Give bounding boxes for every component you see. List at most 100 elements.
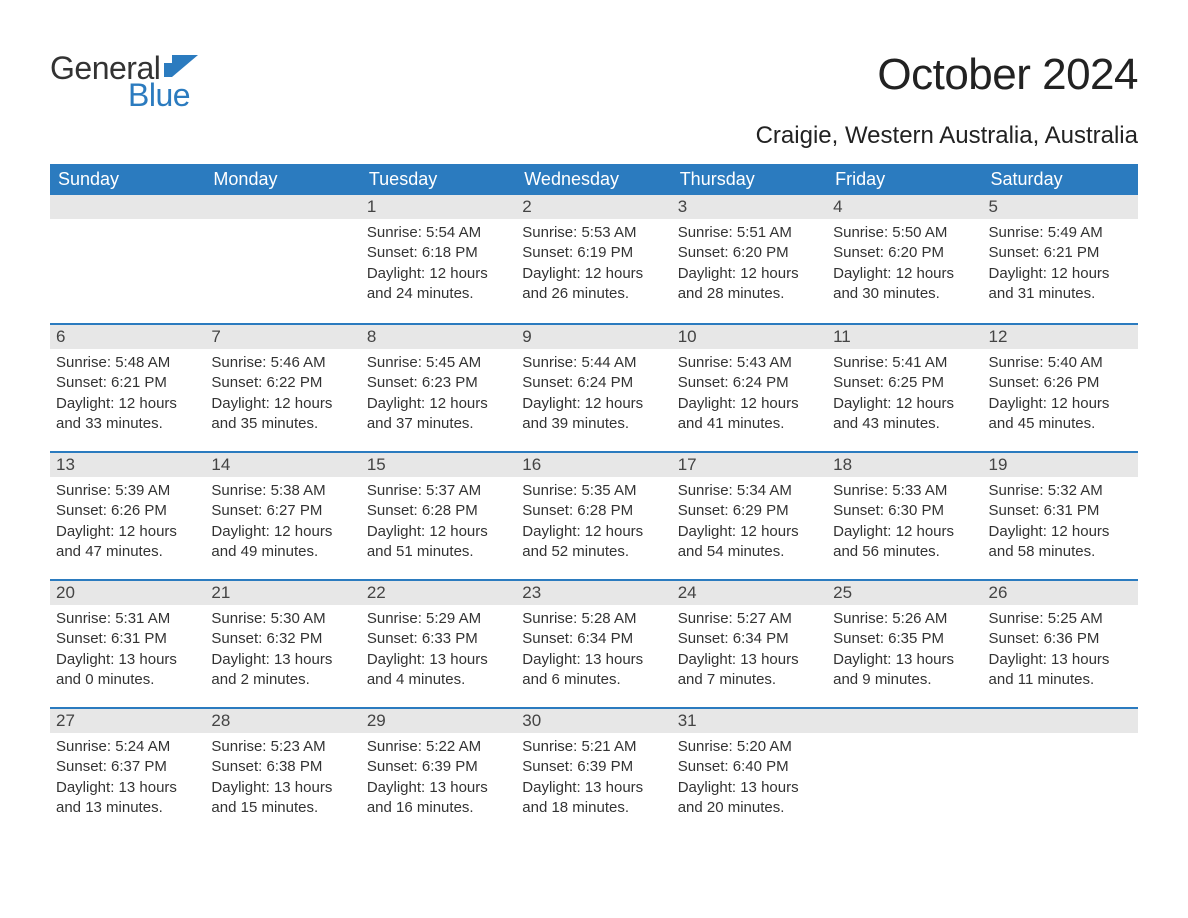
header-row: General Blue October 2024 Craigie, Weste… xyxy=(50,50,1138,150)
day-body: Sunrise: 5:45 AMSunset: 6:23 PMDaylight:… xyxy=(361,349,516,446)
day-daylight1: Daylight: 13 hours xyxy=(522,650,665,670)
calendar-row: 20Sunrise: 5:31 AMSunset: 6:31 PMDayligh… xyxy=(50,579,1138,707)
day-daylight1: Daylight: 12 hours xyxy=(367,394,510,414)
day-number: 25 xyxy=(827,581,982,605)
day-body: Sunrise: 5:54 AMSunset: 6:18 PMDaylight:… xyxy=(361,219,516,316)
day-number: 20 xyxy=(50,581,205,605)
calendar-cell: 24Sunrise: 5:27 AMSunset: 6:34 PMDayligh… xyxy=(672,579,827,707)
calendar-row: 6Sunrise: 5:48 AMSunset: 6:21 PMDaylight… xyxy=(50,323,1138,451)
day-body: Sunrise: 5:53 AMSunset: 6:19 PMDaylight:… xyxy=(516,219,671,316)
cell-wrap: 10Sunrise: 5:43 AMSunset: 6:24 PMDayligh… xyxy=(672,323,827,451)
day-sunrise: Sunrise: 5:46 AM xyxy=(211,353,354,373)
day-daylight2: and 20 minutes. xyxy=(678,798,821,818)
day-daylight1: Daylight: 12 hours xyxy=(678,264,821,284)
day-sunset: Sunset: 6:24 PM xyxy=(522,373,665,393)
day-number: 23 xyxy=(516,581,671,605)
day-daylight2: and 47 minutes. xyxy=(56,542,199,562)
day-sunrise: Sunrise: 5:30 AM xyxy=(211,609,354,629)
day-daylight2: and 30 minutes. xyxy=(833,284,976,304)
day-body: Sunrise: 5:44 AMSunset: 6:24 PMDaylight:… xyxy=(516,349,671,446)
day-sunset: Sunset: 6:21 PM xyxy=(989,243,1132,263)
day-number: 14 xyxy=(205,453,360,477)
day-number: 10 xyxy=(672,325,827,349)
calendar-cell: 18Sunrise: 5:33 AMSunset: 6:30 PMDayligh… xyxy=(827,451,982,579)
day-body: Sunrise: 5:30 AMSunset: 6:32 PMDaylight:… xyxy=(205,605,360,702)
cell-wrap: 19Sunrise: 5:32 AMSunset: 6:31 PMDayligh… xyxy=(983,451,1138,579)
day-daylight1: Daylight: 13 hours xyxy=(833,650,976,670)
day-number: 19 xyxy=(983,453,1138,477)
logo-word2: Blue xyxy=(128,77,190,114)
day-body: Sunrise: 5:43 AMSunset: 6:24 PMDaylight:… xyxy=(672,349,827,446)
day-daylight1: Daylight: 12 hours xyxy=(522,522,665,542)
day-daylight1: Daylight: 12 hours xyxy=(211,522,354,542)
day-body: Sunrise: 5:29 AMSunset: 6:33 PMDaylight:… xyxy=(361,605,516,702)
day-body: Sunrise: 5:20 AMSunset: 6:40 PMDaylight:… xyxy=(672,733,827,830)
cell-wrap xyxy=(205,195,360,323)
day-daylight1: Daylight: 12 hours xyxy=(833,522,976,542)
day-daylight1: Daylight: 12 hours xyxy=(367,264,510,284)
day-daylight1: Daylight: 12 hours xyxy=(833,264,976,284)
day-daylight1: Daylight: 12 hours xyxy=(989,264,1132,284)
cell-wrap: 13Sunrise: 5:39 AMSunset: 6:26 PMDayligh… xyxy=(50,451,205,579)
day-sunrise: Sunrise: 5:27 AM xyxy=(678,609,821,629)
day-sunset: Sunset: 6:21 PM xyxy=(56,373,199,393)
day-daylight2: and 4 minutes. xyxy=(367,670,510,690)
day-daylight1: Daylight: 12 hours xyxy=(56,522,199,542)
day-body xyxy=(205,219,360,235)
day-number: 13 xyxy=(50,453,205,477)
day-sunrise: Sunrise: 5:49 AM xyxy=(989,223,1132,243)
day-number xyxy=(983,709,1138,733)
cell-wrap: 26Sunrise: 5:25 AMSunset: 6:36 PMDayligh… xyxy=(983,579,1138,707)
day-number xyxy=(827,709,982,733)
cell-wrap: 16Sunrise: 5:35 AMSunset: 6:28 PMDayligh… xyxy=(516,451,671,579)
day-body: Sunrise: 5:23 AMSunset: 6:38 PMDaylight:… xyxy=(205,733,360,830)
day-number: 9 xyxy=(516,325,671,349)
page: General Blue October 2024 Craigie, Weste… xyxy=(0,0,1188,865)
calendar-cell: 15Sunrise: 5:37 AMSunset: 6:28 PMDayligh… xyxy=(361,451,516,579)
day-daylight2: and 52 minutes. xyxy=(522,542,665,562)
day-body: Sunrise: 5:24 AMSunset: 6:37 PMDaylight:… xyxy=(50,733,205,830)
day-daylight2: and 45 minutes. xyxy=(989,414,1132,434)
day-daylight2: and 16 minutes. xyxy=(367,798,510,818)
day-sunrise: Sunrise: 5:50 AM xyxy=(833,223,976,243)
day-number: 17 xyxy=(672,453,827,477)
cell-wrap: 20Sunrise: 5:31 AMSunset: 6:31 PMDayligh… xyxy=(50,579,205,707)
calendar-body: 1Sunrise: 5:54 AMSunset: 6:18 PMDaylight… xyxy=(50,195,1138,835)
day-sunrise: Sunrise: 5:44 AM xyxy=(522,353,665,373)
day-daylight1: Daylight: 12 hours xyxy=(989,522,1132,542)
calendar-cell xyxy=(827,707,982,835)
day-body: Sunrise: 5:38 AMSunset: 6:27 PMDaylight:… xyxy=(205,477,360,574)
day-sunset: Sunset: 6:28 PM xyxy=(522,501,665,521)
day-sunset: Sunset: 6:39 PM xyxy=(522,757,665,777)
day-body xyxy=(50,219,205,235)
day-body: Sunrise: 5:27 AMSunset: 6:34 PMDaylight:… xyxy=(672,605,827,702)
day-sunset: Sunset: 6:34 PM xyxy=(522,629,665,649)
day-sunset: Sunset: 6:30 PM xyxy=(833,501,976,521)
calendar-cell xyxy=(983,707,1138,835)
calendar-cell: 10Sunrise: 5:43 AMSunset: 6:24 PMDayligh… xyxy=(672,323,827,451)
day-sunset: Sunset: 6:23 PM xyxy=(367,373,510,393)
day-daylight2: and 56 minutes. xyxy=(833,542,976,562)
day-sunrise: Sunrise: 5:34 AM xyxy=(678,481,821,501)
day-sunrise: Sunrise: 5:24 AM xyxy=(56,737,199,757)
cell-wrap: 27Sunrise: 5:24 AMSunset: 6:37 PMDayligh… xyxy=(50,707,205,835)
day-daylight1: Daylight: 12 hours xyxy=(211,394,354,414)
weekday-header: Monday xyxy=(205,164,360,195)
calendar-cell: 19Sunrise: 5:32 AMSunset: 6:31 PMDayligh… xyxy=(983,451,1138,579)
logo: General Blue xyxy=(50,50,198,114)
weekday-header: Thursday xyxy=(672,164,827,195)
calendar-cell: 26Sunrise: 5:25 AMSunset: 6:36 PMDayligh… xyxy=(983,579,1138,707)
calendar-cell: 1Sunrise: 5:54 AMSunset: 6:18 PMDaylight… xyxy=(361,195,516,323)
day-daylight2: and 24 minutes. xyxy=(367,284,510,304)
day-sunset: Sunset: 6:38 PM xyxy=(211,757,354,777)
calendar-cell: 31Sunrise: 5:20 AMSunset: 6:40 PMDayligh… xyxy=(672,707,827,835)
weekday-header: Sunday xyxy=(50,164,205,195)
day-sunrise: Sunrise: 5:51 AM xyxy=(678,223,821,243)
day-daylight2: and 49 minutes. xyxy=(211,542,354,562)
weekday-header: Friday xyxy=(827,164,982,195)
day-sunrise: Sunrise: 5:41 AM xyxy=(833,353,976,373)
day-daylight1: Daylight: 12 hours xyxy=(833,394,976,414)
day-number: 12 xyxy=(983,325,1138,349)
day-number: 26 xyxy=(983,581,1138,605)
day-sunset: Sunset: 6:19 PM xyxy=(522,243,665,263)
